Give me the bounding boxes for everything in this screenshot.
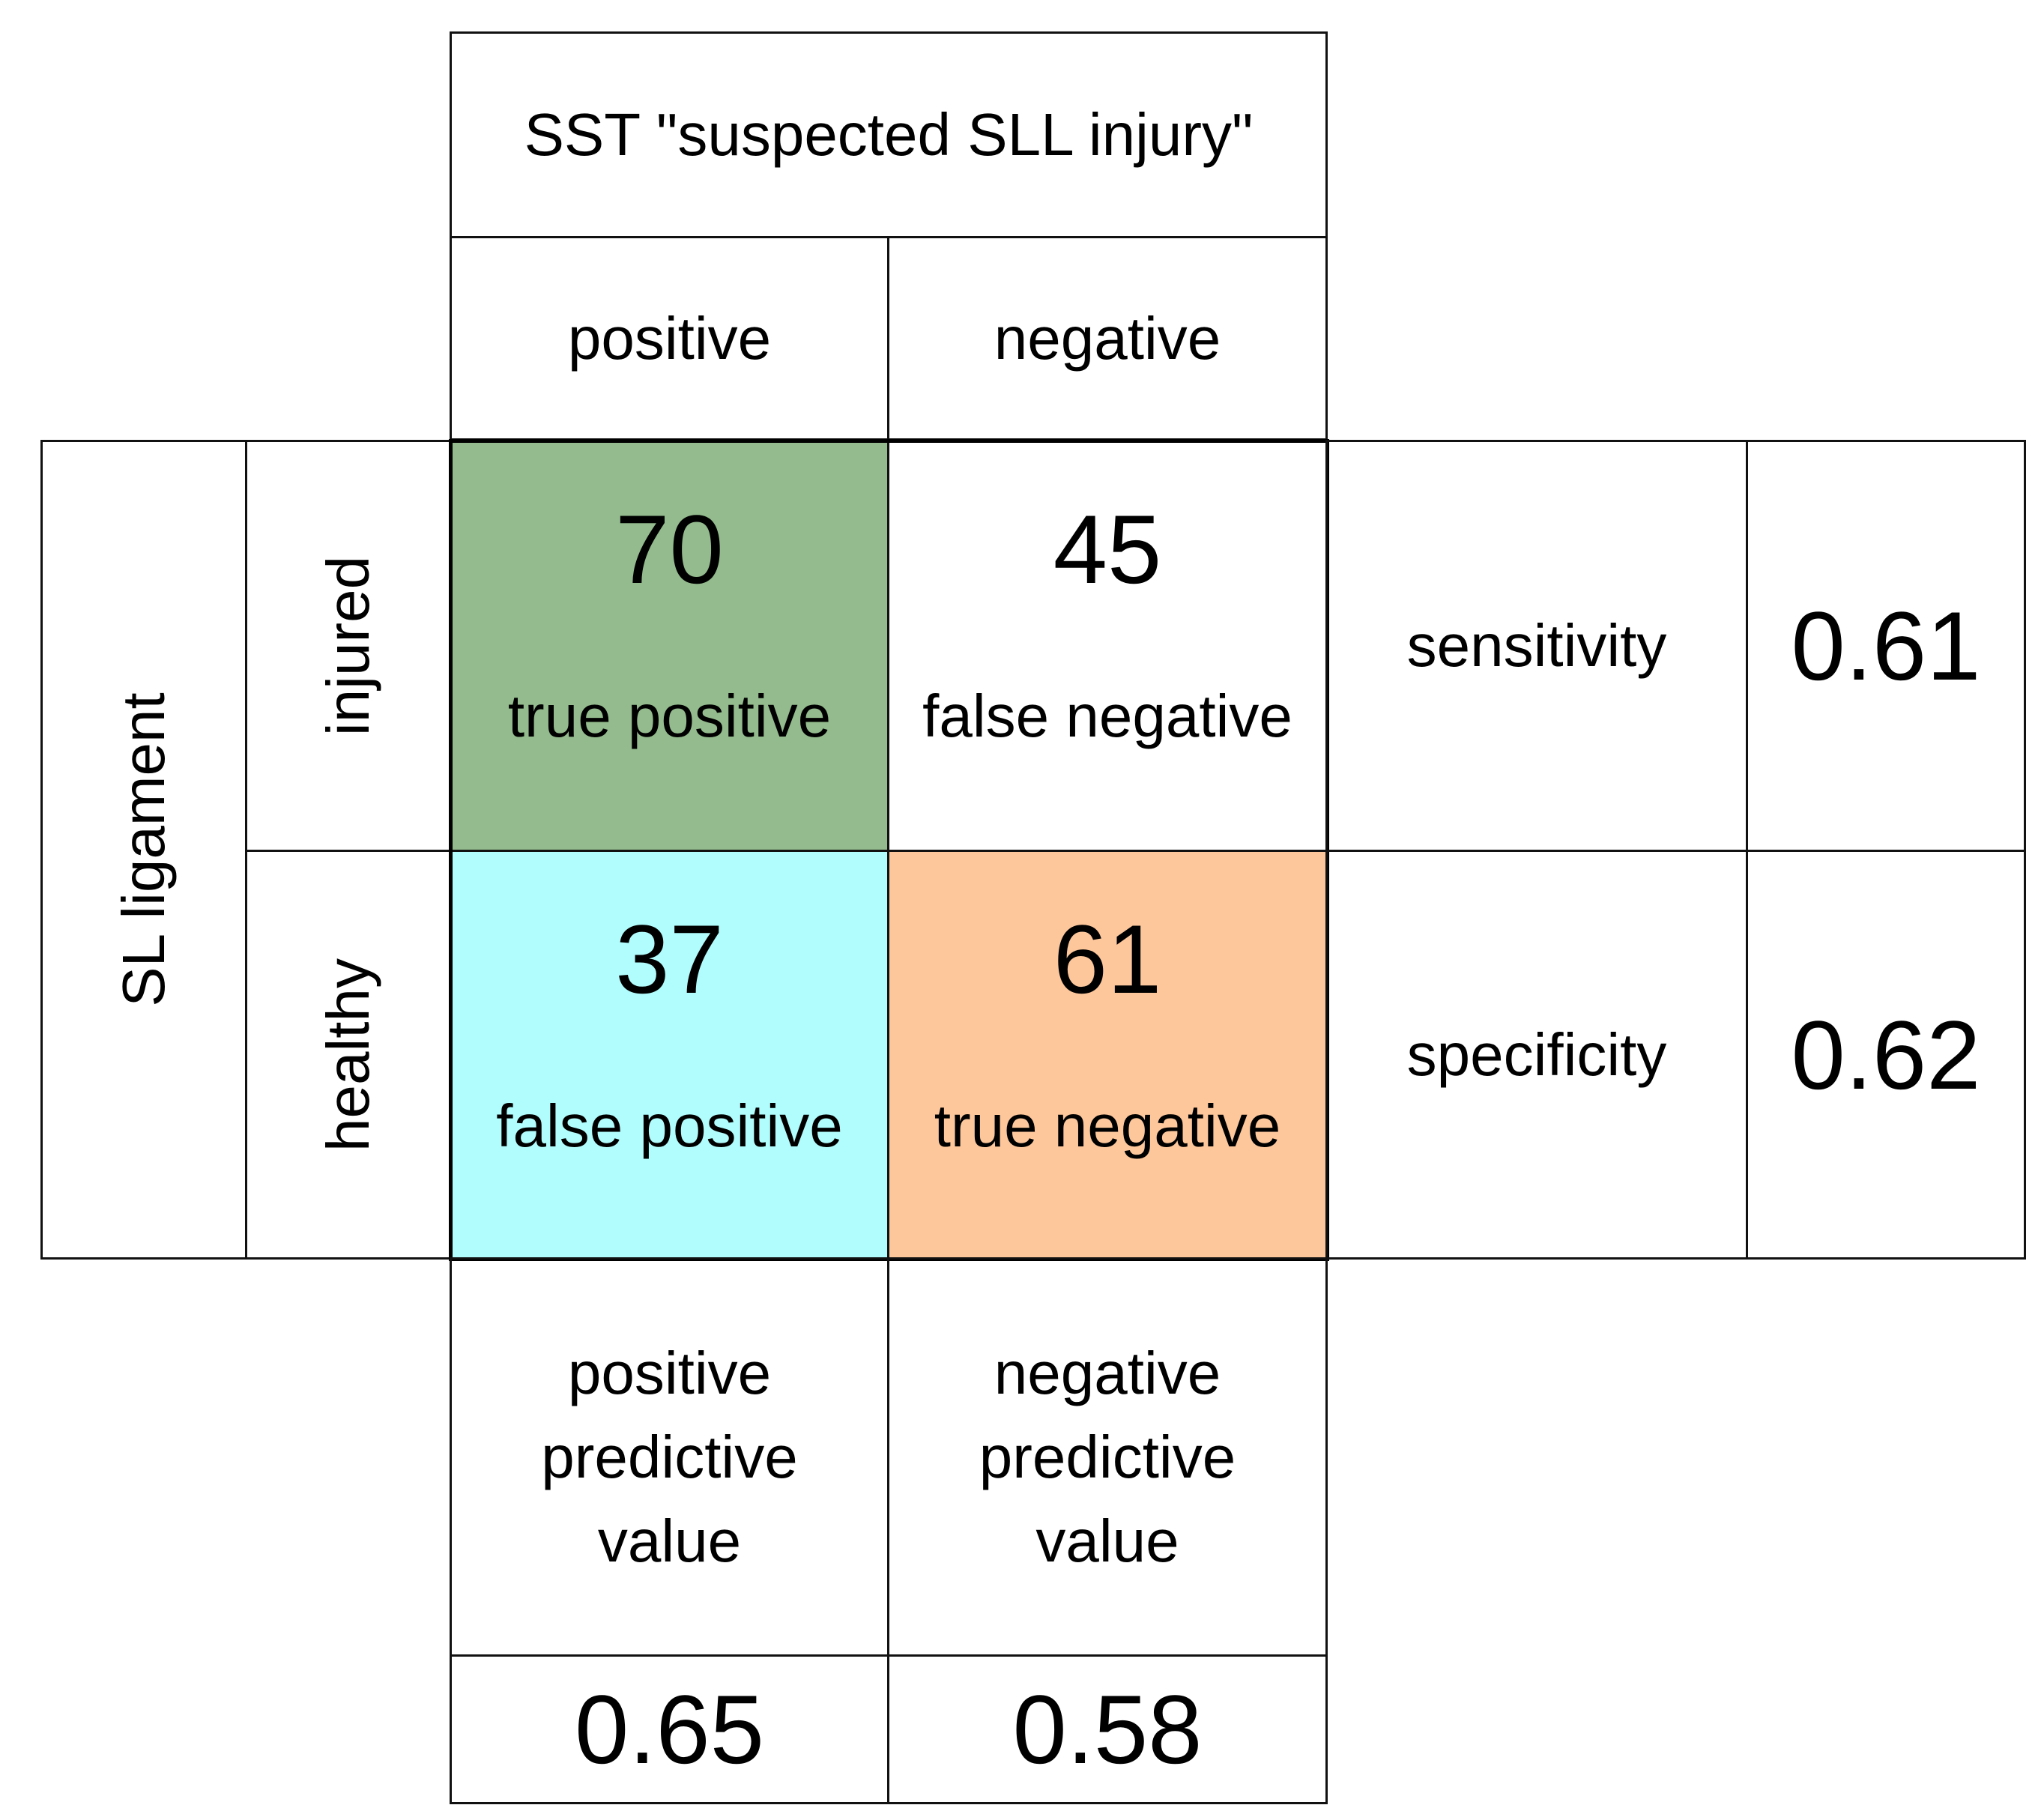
npv-label-line-2: predictive bbox=[979, 1423, 1236, 1490]
true-positive-label: true positive bbox=[507, 683, 832, 749]
col-header-negative: negative bbox=[887, 236, 1328, 441]
ppv-value-cell: 0.65 bbox=[450, 1654, 889, 1804]
false-negative-label: false negative bbox=[922, 683, 1292, 749]
specificity-label-cell: specificity bbox=[1325, 850, 1748, 1260]
sensitivity-label-cell: sensitivity bbox=[1325, 440, 1748, 852]
specificity-value-cell: 0.62 bbox=[1746, 850, 2026, 1260]
col-header-positive: positive bbox=[450, 236, 889, 441]
specificity-value: 0.62 bbox=[1791, 1000, 1981, 1110]
true-negative-cell: 61 true negative bbox=[887, 850, 1328, 1260]
npv-label-cell: negative predictive value bbox=[887, 1257, 1328, 1657]
row-group-label: SL ligament bbox=[110, 692, 177, 1007]
false-positive-label: false positive bbox=[496, 1092, 843, 1159]
sensitivity-value-cell: 0.61 bbox=[1746, 440, 2026, 852]
npv-value-cell: 0.58 bbox=[887, 1654, 1328, 1804]
row-header-injured: injured bbox=[245, 440, 452, 852]
sensitivity-value: 0.61 bbox=[1791, 591, 1981, 701]
false-positive-cell: 37 false positive bbox=[450, 850, 889, 1260]
test-header-title: SST "suspected SLL injury" bbox=[524, 101, 1254, 168]
col-header-positive-label: positive bbox=[567, 304, 772, 372]
true-negative-count: 61 bbox=[1053, 904, 1162, 1014]
ppv-label-cell: positive predictive value bbox=[450, 1257, 889, 1657]
true-positive-count: 70 bbox=[615, 495, 724, 604]
false-positive-count: 37 bbox=[615, 904, 724, 1014]
row-header-injured-label: injured bbox=[315, 555, 381, 737]
true-negative-label: true negative bbox=[934, 1092, 1281, 1159]
row-group-cell: SL ligament bbox=[40, 440, 247, 1260]
sensitivity-label: sensitivity bbox=[1406, 612, 1667, 679]
npv-label-line-3: value bbox=[1035, 1507, 1179, 1574]
true-positive-cell: 70 true positive bbox=[450, 440, 889, 852]
row-header-healthy: healthy bbox=[245, 850, 452, 1260]
ppv-label-line-1: positive bbox=[567, 1339, 772, 1406]
false-negative-cell: 45 false negative bbox=[887, 440, 1328, 852]
col-header-negative-label: negative bbox=[994, 304, 1221, 372]
false-negative-count: 45 bbox=[1053, 495, 1162, 604]
row-header-healthy-label: healthy bbox=[315, 958, 381, 1152]
npv-label-line-1: negative bbox=[994, 1339, 1221, 1406]
specificity-label: specificity bbox=[1406, 1021, 1667, 1088]
ppv-value: 0.65 bbox=[574, 1675, 765, 1784]
ppv-label-line-3: value bbox=[597, 1507, 742, 1574]
test-header-cell: SST "suspected SLL injury" bbox=[450, 31, 1328, 238]
ppv-label-line-2: predictive bbox=[541, 1423, 798, 1490]
npv-value: 0.58 bbox=[1012, 1675, 1203, 1784]
